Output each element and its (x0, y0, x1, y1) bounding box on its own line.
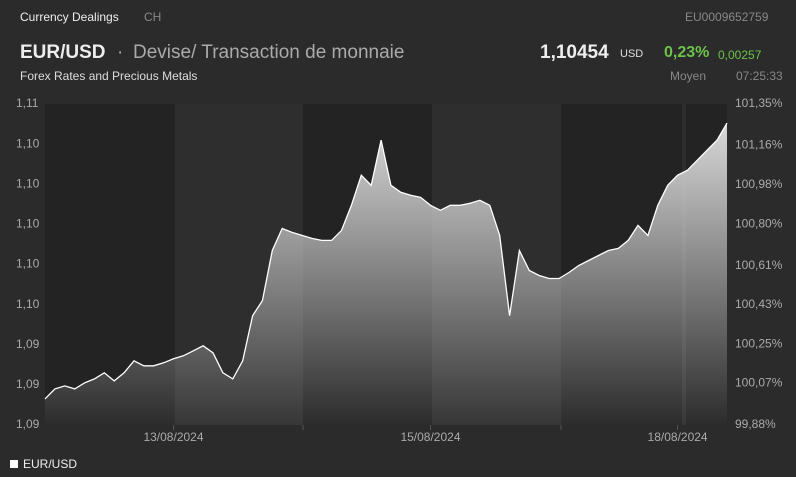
y2-tick-label: 100,80% (735, 216, 783, 230)
legend-swatch (10, 460, 18, 468)
x-tick-label: 18/08/2024 (648, 430, 708, 444)
isin: EU0009652759 (685, 10, 769, 24)
y2-tick-label: 100,61% (735, 258, 783, 272)
country: CH (144, 10, 162, 24)
symbol: EUR/USD (20, 42, 106, 63)
time: 07:25:33 (736, 69, 783, 83)
x-tick-label: 15/08/2024 (400, 430, 460, 444)
y2-tick-label: 101,35% (735, 96, 783, 110)
price-type: Moyen (670, 69, 707, 83)
description: Devise/ Transaction de monnaie (133, 42, 405, 63)
y2-tick-label: 100,07% (735, 376, 783, 390)
y-tick-label: 1,10 (16, 176, 40, 190)
change-abs: 0,00257 (718, 48, 762, 62)
y2-tick-label: 100,98% (735, 177, 783, 191)
y-tick-label: 1,10 (16, 217, 40, 231)
change-pct: 0,23% (664, 44, 710, 61)
y-tick-label: 1,09 (16, 417, 40, 431)
y-tick-label: 1,11 (16, 96, 39, 110)
y-tick-label: 1,10 (16, 257, 40, 271)
area (45, 123, 727, 425)
line (44, 122, 728, 400)
y-tick-label: 1,10 (16, 136, 40, 150)
y2-tick-label: 99,88% (735, 417, 776, 431)
y-tick-label: 1,09 (16, 337, 40, 351)
y2-tick-label: 101,16% (735, 138, 783, 152)
y-tick-label: 1,10 (16, 297, 40, 311)
separator: · (117, 42, 124, 63)
section-tab[interactable]: Currency Dealings (20, 10, 119, 24)
y2-tick-label: 100,25% (735, 336, 783, 350)
y2-tick-label: 100,43% (735, 297, 783, 311)
currency: USD (620, 48, 644, 60)
y-tick-label: 1,09 (16, 377, 40, 391)
category: Forex Rates and Precious Metals (20, 69, 198, 83)
legend-label: EUR/USD (23, 457, 77, 471)
x-tick-label: 13/08/2024 (143, 430, 203, 444)
price: 1,10454 (540, 42, 609, 63)
